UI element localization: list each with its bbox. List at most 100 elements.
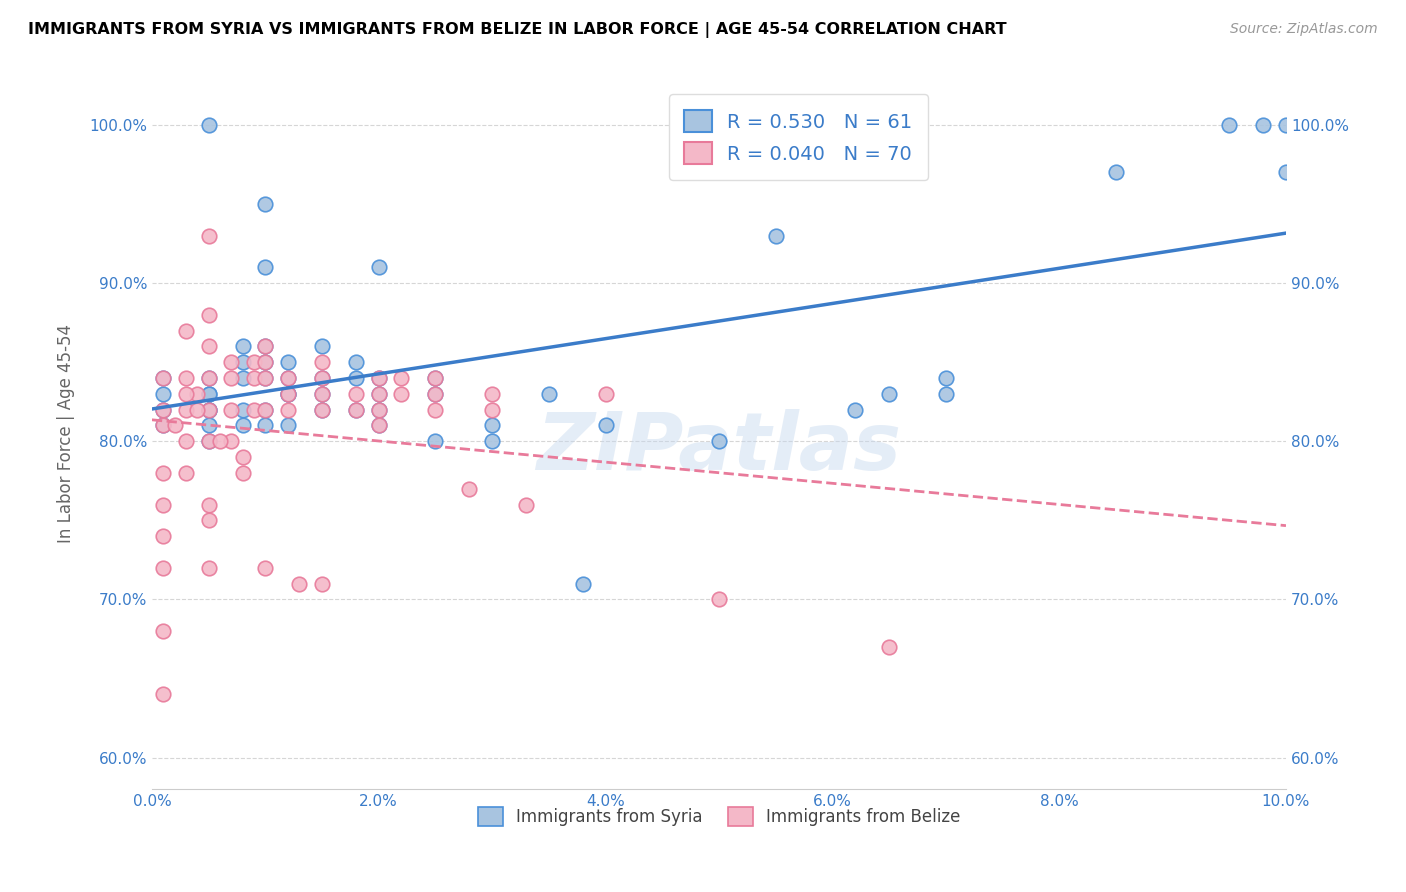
Point <box>1275 118 1298 132</box>
Point <box>277 402 299 417</box>
Point <box>254 402 277 417</box>
Point <box>174 386 197 401</box>
Point <box>221 371 243 385</box>
Point <box>367 402 389 417</box>
Point <box>367 386 389 401</box>
Point <box>391 371 413 385</box>
Point <box>254 402 277 417</box>
Point <box>481 402 503 417</box>
Point <box>1218 118 1240 132</box>
Point <box>254 561 277 575</box>
Point <box>232 339 254 353</box>
Point <box>707 434 730 449</box>
Point <box>277 371 299 385</box>
Y-axis label: In Labor Force | Age 45-54: In Labor Force | Age 45-54 <box>58 324 75 543</box>
Point <box>254 355 277 369</box>
Point <box>197 371 219 385</box>
Point <box>311 402 333 417</box>
Point <box>174 324 197 338</box>
Point <box>232 402 254 417</box>
Point <box>197 402 219 417</box>
Point <box>311 386 333 401</box>
Point <box>311 339 333 353</box>
Point <box>221 402 243 417</box>
Point <box>935 371 957 385</box>
Point <box>344 386 367 401</box>
Point <box>572 576 595 591</box>
Point <box>254 339 277 353</box>
Point <box>481 386 503 401</box>
Point <box>197 561 219 575</box>
Point <box>232 371 254 385</box>
Point <box>277 371 299 385</box>
Point <box>367 371 389 385</box>
Point <box>425 386 447 401</box>
Point <box>707 592 730 607</box>
Point <box>425 402 447 417</box>
Point <box>537 386 560 401</box>
Point <box>152 371 174 385</box>
Text: IMMIGRANTS FROM SYRIA VS IMMIGRANTS FROM BELIZE IN LABOR FORCE | AGE 45-54 CORRE: IMMIGRANTS FROM SYRIA VS IMMIGRANTS FROM… <box>28 22 1007 38</box>
Text: ZIPatlas: ZIPatlas <box>537 409 901 486</box>
Point <box>221 434 243 449</box>
Point <box>935 386 957 401</box>
Point <box>1105 165 1128 179</box>
Point <box>232 355 254 369</box>
Point <box>197 418 219 433</box>
Point <box>367 371 389 385</box>
Point <box>254 339 277 353</box>
Point <box>152 418 174 433</box>
Point <box>152 498 174 512</box>
Point <box>425 434 447 449</box>
Point <box>254 355 277 369</box>
Point <box>197 434 219 449</box>
Point <box>197 371 219 385</box>
Point <box>197 434 219 449</box>
Point <box>277 386 299 401</box>
Point <box>254 371 277 385</box>
Point <box>288 576 311 591</box>
Point <box>174 371 197 385</box>
Point <box>254 260 277 275</box>
Point <box>344 402 367 417</box>
Point <box>481 434 503 449</box>
Point <box>243 402 266 417</box>
Point <box>152 402 174 417</box>
Point <box>243 371 266 385</box>
Point <box>152 624 174 638</box>
Point <box>344 402 367 417</box>
Point <box>197 402 219 417</box>
Point <box>595 386 617 401</box>
Point <box>197 498 219 512</box>
Point <box>344 371 367 385</box>
Point <box>232 450 254 464</box>
Point <box>311 371 333 385</box>
Point <box>152 687 174 701</box>
Point <box>844 402 866 417</box>
Point <box>425 371 447 385</box>
Point <box>877 386 900 401</box>
Point <box>197 118 219 132</box>
Point <box>367 418 389 433</box>
Point <box>163 418 186 433</box>
Point <box>277 355 299 369</box>
Point <box>367 418 389 433</box>
Point <box>243 355 266 369</box>
Point <box>481 418 503 433</box>
Point <box>152 371 174 385</box>
Point <box>277 386 299 401</box>
Point <box>197 402 219 417</box>
Point <box>425 371 447 385</box>
Point <box>765 228 787 243</box>
Point <box>367 386 389 401</box>
Point <box>277 386 299 401</box>
Point <box>232 418 254 433</box>
Point <box>311 386 333 401</box>
Point <box>186 386 208 401</box>
Point <box>152 529 174 543</box>
Point <box>344 355 367 369</box>
Point <box>425 386 447 401</box>
Point <box>197 228 219 243</box>
Point <box>254 418 277 433</box>
Point <box>311 371 333 385</box>
